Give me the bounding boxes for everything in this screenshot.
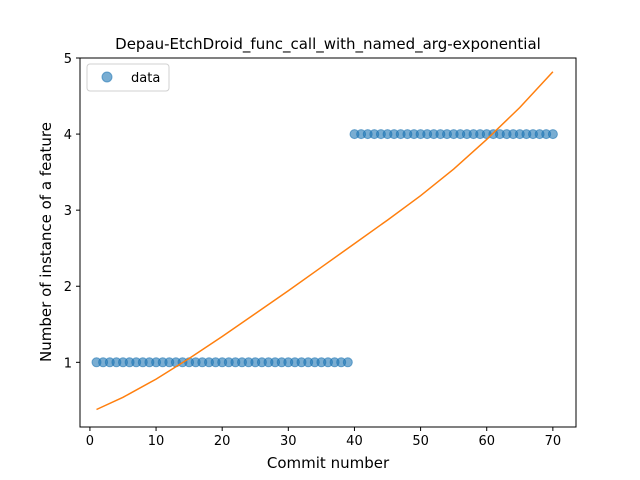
y-axis: 1 2 3 4 5	[64, 52, 80, 371]
x-tick-label: 20	[214, 434, 231, 449]
legend-label-data: data	[131, 71, 160, 86]
y-axis-label: Number of instance of a feature	[37, 122, 55, 362]
y-tick-label: 4	[64, 128, 72, 143]
y-tick-label: 3	[64, 204, 72, 219]
y-tick-label: 2	[64, 280, 72, 295]
x-tick-label: 0	[86, 434, 94, 449]
x-tick-label: 50	[412, 434, 429, 449]
plot-area	[91, 71, 558, 411]
data-point	[342, 357, 353, 368]
x-tick-label: 10	[148, 434, 165, 449]
legend-marker-data	[101, 71, 113, 83]
x-tick-label: 30	[280, 434, 297, 449]
x-tick-label: 40	[346, 434, 363, 449]
x-tick-label: 60	[478, 434, 495, 449]
y-tick-label: 5	[64, 52, 72, 67]
x-tick-label: 70	[545, 434, 562, 449]
x-axis: 0 10 20 30 40 50 60 70	[86, 427, 561, 449]
legend: data	[86, 63, 170, 92]
y-tick-label: 1	[64, 356, 72, 371]
fit-line	[96, 71, 554, 411]
legend-box	[86, 63, 170, 92]
x-axis-label: Commit number	[267, 454, 390, 472]
plot-frame	[79, 57, 577, 428]
data-point	[547, 129, 558, 140]
chart-title: Depau-EtchDroid_func_call_with_named_arg…	[115, 35, 541, 54]
